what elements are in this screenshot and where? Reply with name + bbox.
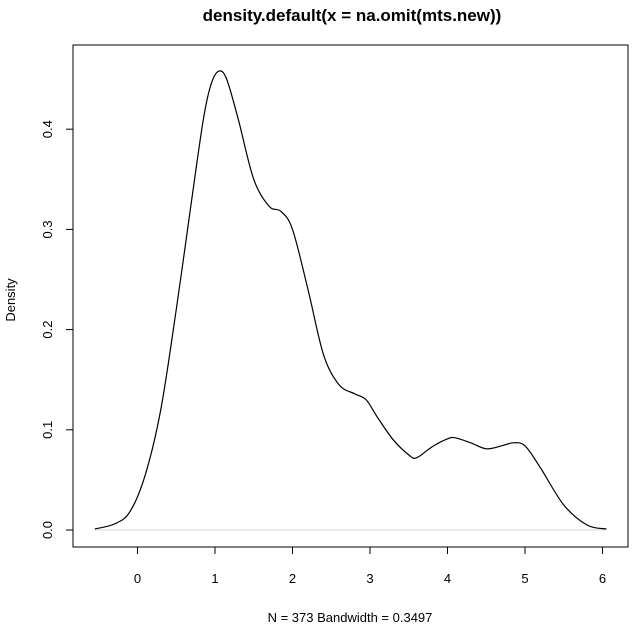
y-tick-label: 0.2 xyxy=(40,321,55,339)
x-tick-label: 5 xyxy=(521,571,528,586)
x-tick-label: 4 xyxy=(444,571,451,586)
chart-title: density.default(x = na.omit(mts.new)) xyxy=(203,6,502,25)
x-axis: 0 1 2 3 4 5 6 xyxy=(134,546,606,586)
x-tick-label: 0 xyxy=(134,571,141,586)
y-axis-label: Density xyxy=(3,278,18,322)
x-tick-label: 2 xyxy=(289,571,296,586)
y-tick-label: 0.4 xyxy=(40,120,55,138)
y-tick-label: 0.1 xyxy=(40,421,55,439)
x-tick-label: 6 xyxy=(599,571,606,586)
y-axis: 0.0 0.1 0.2 0.3 0.4 xyxy=(40,120,74,539)
density-curve xyxy=(94,70,607,530)
x-tick-label: 1 xyxy=(211,571,218,586)
x-tick-label: 3 xyxy=(366,571,373,586)
plot-frame xyxy=(72,44,629,548)
y-tick-label: 0.0 xyxy=(40,521,55,539)
y-tick-label: 0.3 xyxy=(40,220,55,238)
x-axis-label: N = 373 Bandwidth = 0.3497 xyxy=(268,610,433,625)
